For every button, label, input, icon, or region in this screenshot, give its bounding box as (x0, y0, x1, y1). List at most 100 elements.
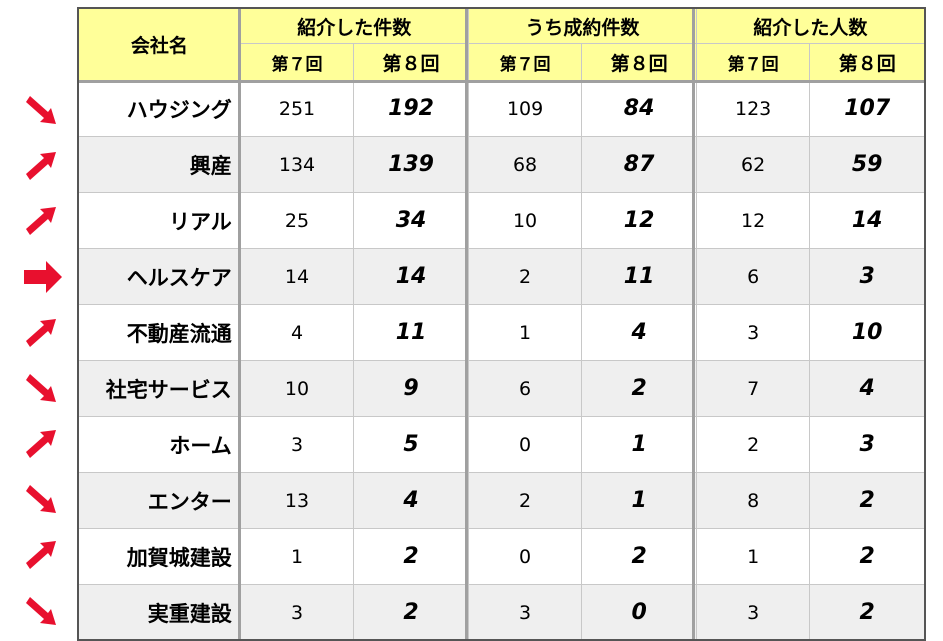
column-divider (692, 9, 695, 639)
value-prev: 14 (239, 248, 355, 305)
value-curr: 0 (581, 584, 697, 641)
value-curr: 84 (581, 80, 697, 137)
value-prev: 2 (467, 472, 583, 529)
value-curr: 107 (809, 80, 925, 137)
column-divider (238, 9, 241, 639)
sub-header-curr: 第８回 (353, 43, 469, 81)
value-prev: 3 (695, 304, 811, 361)
value-prev: 134 (239, 136, 355, 193)
value-curr: 10 (809, 304, 925, 361)
table-row: エンター 13 4 2 1 8 2 (78, 472, 925, 529)
value-curr: 2 (581, 360, 697, 417)
value-curr: 139 (353, 136, 469, 193)
value-prev: 25 (239, 192, 355, 249)
table-row: 加賀城建設 1 2 0 2 1 2 (78, 528, 925, 585)
value-curr: 4 (581, 304, 697, 361)
value-curr: 11 (353, 304, 469, 361)
arrow-up-right-icon (20, 201, 66, 241)
table-row: ホーム 3 5 0 1 2 3 (78, 416, 925, 473)
company-name: 加賀城建設 (78, 528, 241, 585)
table-row: 興産 134 139 68 87 62 59 (78, 136, 925, 193)
value-curr: 9 (353, 360, 469, 417)
value-prev: 109 (467, 80, 583, 137)
value-curr: 12 (581, 192, 697, 249)
value-prev: 4 (239, 304, 355, 361)
table-row: 実重建設 3 2 3 0 3 2 (78, 584, 925, 641)
group-header-referrals: 紹介した件数 (239, 8, 469, 44)
table-row: ハウジング 251 192 109 84 123 107 (78, 80, 925, 137)
value-curr: 1 (581, 472, 697, 529)
arrow-up-right-icon (20, 535, 66, 575)
company-name: ヘルスケア (78, 248, 241, 305)
value-prev: 3 (239, 584, 355, 641)
value-prev: 6 (695, 248, 811, 305)
group-header-people: 紹介した人数 (695, 8, 926, 44)
table-row: 社宅サービス 10 9 6 2 7 4 (78, 360, 925, 417)
arrow-up-right-icon (20, 146, 66, 186)
value-curr: 11 (581, 248, 697, 305)
value-curr: 2 (809, 528, 925, 585)
value-curr: 1 (581, 416, 697, 473)
header-divider (79, 80, 924, 83)
arrow-up-right-icon (20, 313, 66, 353)
company-name: 実重建設 (78, 584, 241, 641)
value-prev: 0 (467, 528, 583, 585)
value-prev: 10 (239, 360, 355, 417)
arrow-right-icon (20, 257, 66, 297)
value-curr: 14 (809, 192, 925, 249)
arrow-down-right-icon (20, 479, 66, 519)
value-prev: 251 (239, 80, 355, 137)
value-prev: 1 (695, 528, 811, 585)
company-name: 不動産流通 (78, 304, 241, 361)
arrow-down-right-icon (20, 591, 66, 631)
value-prev: 3 (239, 416, 355, 473)
trend-arrow-column (0, 0, 78, 641)
value-prev: 8 (695, 472, 811, 529)
value-prev: 1 (239, 528, 355, 585)
company-name: 社宅サービス (78, 360, 241, 417)
value-prev: 62 (695, 136, 811, 193)
value-prev: 12 (695, 192, 811, 249)
value-prev: 3 (467, 584, 583, 641)
value-curr: 5 (353, 416, 469, 473)
value-prev: 10 (467, 192, 583, 249)
sub-header-prev: 第７回 (467, 43, 583, 81)
value-curr: 192 (353, 80, 469, 137)
table-row: リアル 25 34 10 12 12 14 (78, 192, 925, 249)
sub-header-curr: 第８回 (581, 43, 697, 81)
sub-header-prev: 第７回 (239, 43, 355, 81)
company-name: 興産 (78, 136, 241, 193)
value-curr: 2 (353, 584, 469, 641)
value-curr: 2 (809, 472, 925, 529)
group-header-contracts: うち成約件数 (467, 8, 697, 44)
value-curr: 34 (353, 192, 469, 249)
company-name-header: 会社名 (78, 8, 241, 81)
value-curr: 2 (809, 584, 925, 641)
value-curr: 3 (809, 248, 925, 305)
referral-results-table: 会社名 紹介した件数 うち成約件数 紹介した人数 第７回 第８回 第７回 第８回… (78, 8, 926, 641)
value-prev: 123 (695, 80, 811, 137)
value-prev: 2 (467, 248, 583, 305)
value-prev: 6 (467, 360, 583, 417)
value-prev: 3 (695, 584, 811, 641)
sub-header-prev: 第７回 (695, 43, 811, 81)
value-curr: 4 (809, 360, 925, 417)
arrow-down-right-icon (20, 368, 66, 408)
sub-header-curr: 第８回 (809, 43, 925, 81)
arrow-down-right-icon (20, 90, 66, 130)
table-row: ヘルスケア 14 14 2 11 6 3 (78, 248, 925, 305)
value-curr: 2 (581, 528, 697, 585)
column-divider (465, 9, 468, 639)
value-prev: 1 (467, 304, 583, 361)
table-row: 不動産流通 4 11 1 4 3 10 (78, 304, 925, 361)
value-curr: 59 (809, 136, 925, 193)
value-curr: 3 (809, 416, 925, 473)
value-prev: 2 (695, 416, 811, 473)
company-name: ハウジング (78, 80, 241, 137)
company-name: リアル (78, 192, 241, 249)
value-curr: 4 (353, 472, 469, 529)
value-prev: 68 (467, 136, 583, 193)
arrow-up-right-icon (20, 424, 66, 464)
value-prev: 13 (239, 472, 355, 529)
company-name: ホーム (78, 416, 241, 473)
